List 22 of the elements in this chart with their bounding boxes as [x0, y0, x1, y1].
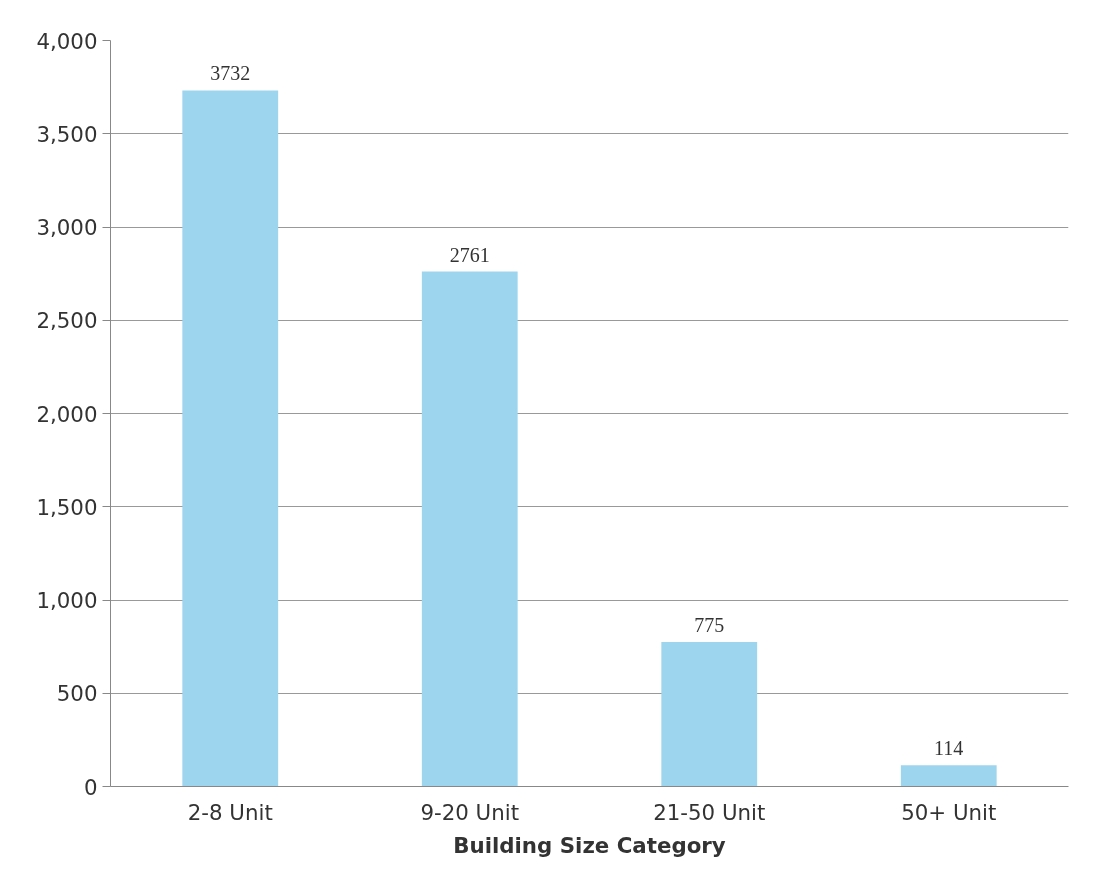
y-tick-label: 2,000: [36, 401, 98, 427]
x-tick-label: 21-50 Unit: [653, 799, 766, 825]
y-tick-label: 3,500: [36, 121, 98, 147]
y-tick-label: 2,500: [36, 308, 98, 334]
y-tick-label: 1,500: [36, 494, 98, 520]
x-tick-label: 50+ Unit: [901, 799, 997, 825]
y-tick-label: 4,000: [36, 28, 98, 54]
bar: [182, 90, 279, 787]
data-label: 114: [934, 737, 964, 760]
data-label: 775: [694, 613, 725, 636]
data-label: 3732: [210, 62, 251, 85]
bar: [900, 765, 997, 787]
y-tick-label: 500: [56, 681, 98, 707]
y-tick-label: 3,000: [36, 215, 98, 240]
y-tick-label: 0: [83, 774, 98, 800]
x-tick-label: 2-8 Unit: [187, 799, 273, 825]
data-label: 2761: [449, 243, 490, 266]
bar: [421, 271, 518, 787]
x-tick-label: 9-20 Unit: [420, 799, 520, 825]
x-axis-title: Building Size Category: [453, 832, 726, 858]
bar: [661, 641, 758, 787]
y-tick-label: 1,000: [36, 588, 98, 613]
